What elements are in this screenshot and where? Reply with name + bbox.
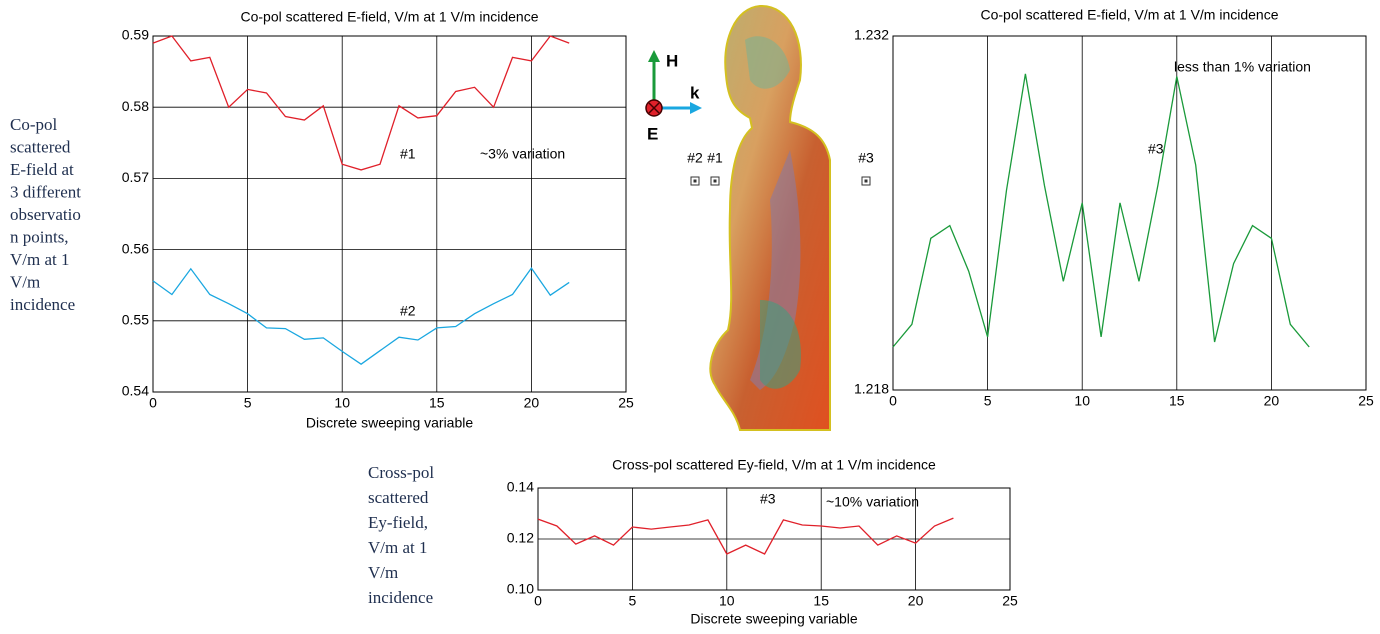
side-label: incidence [368,588,433,607]
data-line [537,517,954,555]
series-label: #2 [400,303,416,319]
side-label: observatio [10,205,81,224]
side-label: Co-pol [10,115,58,134]
x-tick-label: 25 [1358,393,1374,409]
annotation: ~10% variation [826,494,919,510]
y-tick-label: 0.58 [122,98,149,114]
annotation: less than 1% variation [1174,59,1311,75]
chart: Co-pol scattered E-field, V/m at 1 V/m i… [122,9,634,431]
chart: Co-pol scattered E-field, V/m at 1 V/m i… [854,7,1374,409]
chart: Cross-pol scattered Ey-field, V/m at 1 V… [507,457,1018,627]
side-label: V/m at 1 [10,250,70,269]
x-tick-label: 10 [334,395,350,411]
plot-frame [152,35,627,393]
y-tick-label: 0.56 [122,240,149,256]
y-tick-label: 0.10 [507,581,534,597]
x-tick-label: 25 [1002,593,1018,609]
x-tick-label: 10 [1074,393,1090,409]
x-tick-label: 20 [1264,393,1280,409]
side-label: V/m at 1 [368,538,428,557]
x-tick-label: 0 [149,395,157,411]
y-tick-label: 0.12 [507,530,534,546]
plot-frame [537,487,1011,591]
x-tick-label: 5 [629,593,637,609]
y-tick-label: 0.55 [122,312,149,328]
side-label: V/m [368,563,398,582]
y-tick-label: 0.54 [122,383,149,399]
series-label: #3 [1148,141,1164,157]
annotation: ~3% variation [480,146,565,162]
y-tick-label: 1.232 [854,27,889,43]
point-label: #1 [707,150,723,166]
x-tick-label: 5 [984,393,992,409]
y-tick-label: 0.59 [122,27,149,43]
chart-title: Co-pol scattered E-field, V/m at 1 V/m i… [980,7,1278,23]
side-label: Ey-field, [368,513,428,532]
data-line [152,35,570,171]
y-tick-label: 1.218 [854,381,889,397]
x-tick-label: 15 [1169,393,1185,409]
x-axis-label: Discrete sweeping variable [690,611,858,627]
x-tick-label: 0 [534,593,542,609]
side-label: Cross-pol [368,463,434,482]
x-tick-label: 20 [908,593,924,609]
axis-k: k [690,83,700,102]
data-line [892,73,1310,348]
x-tick-label: 25 [618,395,634,411]
point-label: #2 [687,150,703,166]
x-tick-label: 10 [719,593,735,609]
data-line [152,266,570,365]
x-tick-label: 20 [524,395,540,411]
series-label: #3 [760,491,776,507]
body-model [709,4,831,431]
x-tick-label: 0 [889,393,897,409]
series-label: #1 [400,146,416,162]
point-label: #3 [858,150,874,166]
side-label: n points, [10,227,69,246]
observation-points: #2 #1 #3 [687,150,874,186]
y-tick-label: 0.57 [122,169,149,185]
chart-title: Co-pol scattered E-field, V/m at 1 V/m i… [240,9,538,25]
plot-frame [892,35,1367,391]
chart-title: Cross-pol scattered Ey-field, V/m at 1 V… [612,457,936,473]
side-label: incidence [10,295,75,314]
y-tick-label: 0.14 [507,479,534,495]
side-label: E-field at [10,160,74,179]
side-label: scattered [10,137,71,156]
axes-icon: H k E [645,50,702,143]
axis-h: H [666,51,678,70]
x-tick-label: 15 [813,593,829,609]
side-label: V/m [10,272,40,291]
side-label: scattered [368,488,429,507]
side-label: 3 different [10,182,81,201]
x-axis-label: Discrete sweeping variable [306,415,474,431]
x-tick-label: 15 [429,395,445,411]
x-tick-label: 5 [244,395,252,411]
axis-e: E [647,124,658,143]
